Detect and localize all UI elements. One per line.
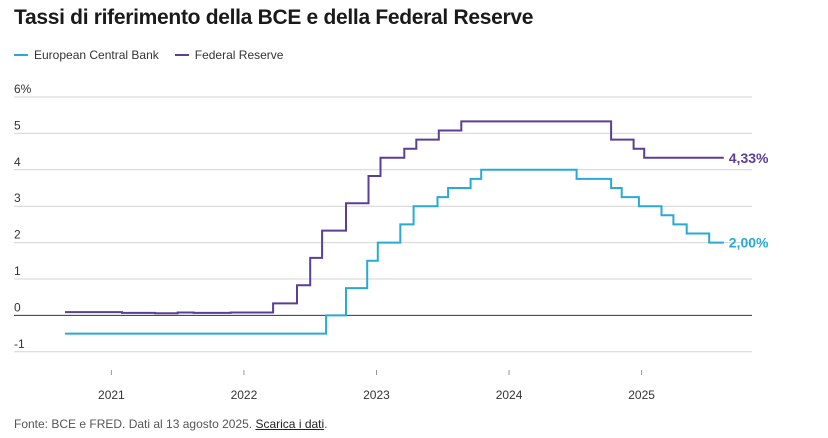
legend-swatch-ecb: [14, 54, 28, 56]
footer-source-end: .: [324, 417, 328, 431]
y-tick-label: -1: [14, 337, 25, 351]
x-tick-label: 2021: [98, 388, 125, 402]
legend-swatch-fed: [174, 54, 189, 56]
series-line-ecb: [65, 168, 724, 335]
legend-label-ecb: European Central Bank: [34, 48, 159, 62]
footer-source: Fonte: BCE e FRED. Dati al 13 agosto 202…: [14, 417, 328, 431]
x-tick-label: 2025: [628, 388, 655, 402]
end-label-fed: 4,33%: [729, 150, 769, 166]
chart-title: Tassi di riferimento della BCE e della F…: [14, 6, 534, 29]
x-tick-label: 2023: [363, 388, 390, 402]
footer-source-text: Fonte: BCE e FRED. Dati al 13 agosto 202…: [14, 417, 256, 431]
y-tick-label: 4: [14, 155, 21, 169]
y-tick-label: 5: [14, 118, 21, 132]
y-tick-label: 2: [14, 228, 21, 242]
x-tick-label: 2022: [231, 388, 258, 402]
series-line-fed: [65, 120, 724, 315]
legend-item-fed: Federal Reserve: [174, 48, 284, 62]
y-tick-label: 1: [14, 264, 21, 278]
y-tick-label: 6%: [14, 82, 32, 96]
x-tick-label: 2024: [496, 388, 523, 402]
y-tick-label: 3: [14, 191, 21, 205]
y-tick-label: 0: [14, 300, 21, 314]
end-label-ecb: 2,00%: [729, 235, 769, 251]
legend: European Central Bank Federal Reserve: [14, 48, 299, 62]
download-data-link[interactable]: Scarica i dati: [255, 417, 325, 431]
legend-label-fed: Federal Reserve: [194, 48, 284, 62]
legend-item-ecb: European Central Bank: [14, 48, 159, 62]
